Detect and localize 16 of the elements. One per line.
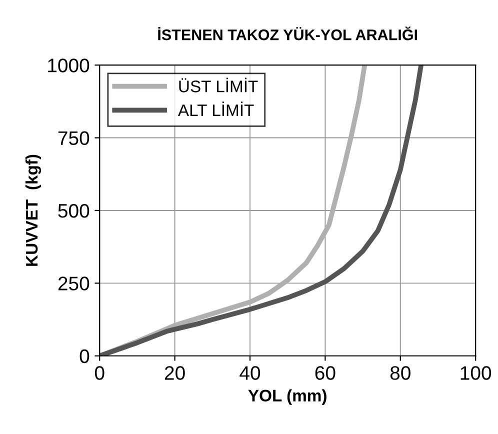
x-tick-label: 40 [240,366,260,380]
y-tick-label: 500 [58,204,90,218]
x-tick-label: 60 [315,366,336,380]
y-tick-label: 750 [58,131,90,146]
x-tick-label: 80 [390,366,410,380]
x-tick-label: 20 [164,366,185,380]
chart-title: İSTENEN TAKOZ YÜK-YOL ARALIĞI [158,26,418,40]
legend-label: ALT LİMİT [178,102,254,116]
x-tick-label: 0 [94,366,104,380]
x-axis-title: YOL (mm) [248,389,326,405]
y-tick-label: 0 [80,349,90,364]
y-axis-title: KUVVET (kgf) [25,154,42,266]
x-tick-label: 100 [460,366,492,380]
legend-label: ÜST LİMİT [179,78,258,92]
y-tick-label: 1000 [48,58,90,72]
y-tick-label: 250 [58,276,90,290]
